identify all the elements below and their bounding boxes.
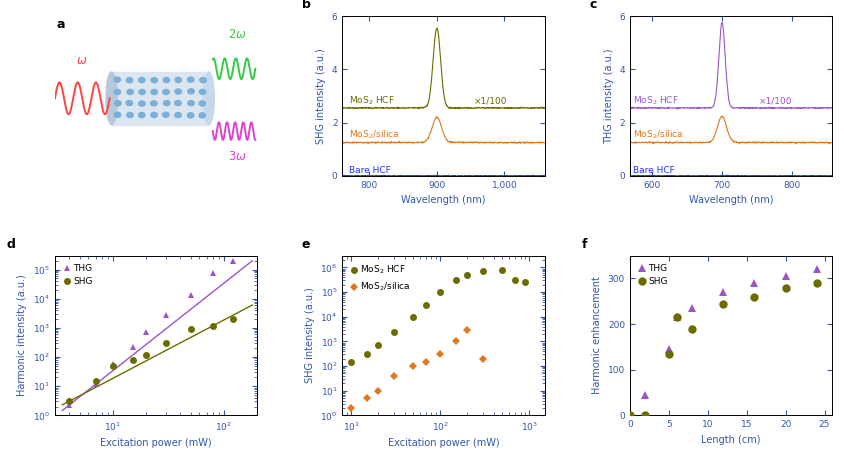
Circle shape [114, 90, 121, 95]
Polygon shape [111, 72, 208, 125]
Circle shape [163, 78, 170, 83]
Circle shape [127, 112, 133, 118]
Circle shape [162, 112, 169, 118]
Circle shape [187, 77, 193, 82]
Circle shape [138, 78, 145, 83]
Circle shape [151, 90, 157, 95]
Text: ×1/100: ×1/100 [757, 96, 791, 105]
Text: MoS$_2$/silica: MoS$_2$/silica [349, 129, 399, 141]
Circle shape [150, 101, 157, 106]
Text: $\omega$: $\omega$ [75, 54, 87, 67]
Circle shape [199, 90, 206, 95]
Text: $2\omega$: $2\omega$ [228, 28, 246, 41]
Circle shape [115, 101, 121, 106]
Circle shape [138, 101, 145, 106]
Text: ×1/100: ×1/100 [473, 96, 507, 105]
Text: Bare HCF: Bare HCF [633, 166, 674, 174]
Text: f: f [581, 238, 586, 251]
Circle shape [199, 101, 205, 106]
X-axis label: Excitation power (mW): Excitation power (mW) [100, 438, 212, 448]
Circle shape [127, 90, 133, 95]
Ellipse shape [203, 72, 214, 125]
Text: d: d [7, 238, 15, 251]
Legend: THG, SHG: THG, SHG [59, 260, 96, 290]
Circle shape [138, 112, 145, 118]
Legend: MoS$_2$ HCF, MoS$_2$/silica: MoS$_2$ HCF, MoS$_2$/silica [347, 260, 414, 297]
Circle shape [126, 101, 133, 106]
Circle shape [175, 101, 181, 106]
Text: MoS$_2$ HCF: MoS$_2$ HCF [349, 94, 394, 106]
Circle shape [199, 113, 205, 118]
Text: MoS$_2$ HCF: MoS$_2$ HCF [633, 94, 679, 106]
Circle shape [175, 89, 181, 94]
Text: c: c [588, 0, 596, 11]
Circle shape [114, 112, 121, 118]
Circle shape [163, 101, 170, 106]
Circle shape [151, 112, 157, 118]
Circle shape [199, 78, 206, 83]
X-axis label: Wavelength (nm): Wavelength (nm) [401, 195, 485, 205]
Y-axis label: Harmonic enhancement: Harmonic enhancement [592, 277, 602, 394]
Circle shape [126, 78, 133, 83]
Text: a: a [57, 17, 65, 31]
Circle shape [187, 101, 194, 106]
Legend: THG, SHG: THG, SHG [634, 260, 670, 290]
X-axis label: Wavelength (nm): Wavelength (nm) [688, 195, 772, 205]
Circle shape [138, 90, 145, 95]
X-axis label: Excitation power (mW): Excitation power (mW) [387, 438, 499, 448]
Circle shape [151, 78, 157, 83]
Y-axis label: Harmonic intensity (a.u.): Harmonic intensity (a.u.) [18, 274, 27, 397]
Circle shape [175, 112, 181, 118]
Circle shape [187, 113, 193, 118]
Ellipse shape [106, 72, 117, 125]
Y-axis label: SHG intensity (a.u.): SHG intensity (a.u.) [305, 288, 314, 383]
Circle shape [175, 78, 181, 83]
Circle shape [163, 90, 169, 95]
Text: MoS$_2$/silica: MoS$_2$/silica [633, 129, 683, 141]
Circle shape [114, 77, 121, 82]
Y-axis label: SHG intensity (a.u.): SHG intensity (a.u.) [316, 48, 326, 144]
Text: $3\omega$: $3\omega$ [228, 150, 246, 163]
Circle shape [187, 89, 194, 94]
Y-axis label: THG intensity (a.u.): THG intensity (a.u.) [603, 48, 613, 144]
Text: b: b [301, 0, 311, 11]
Text: e: e [301, 238, 310, 251]
Text: Bare HCF: Bare HCF [349, 166, 391, 174]
X-axis label: Length (cm): Length (cm) [701, 435, 760, 445]
